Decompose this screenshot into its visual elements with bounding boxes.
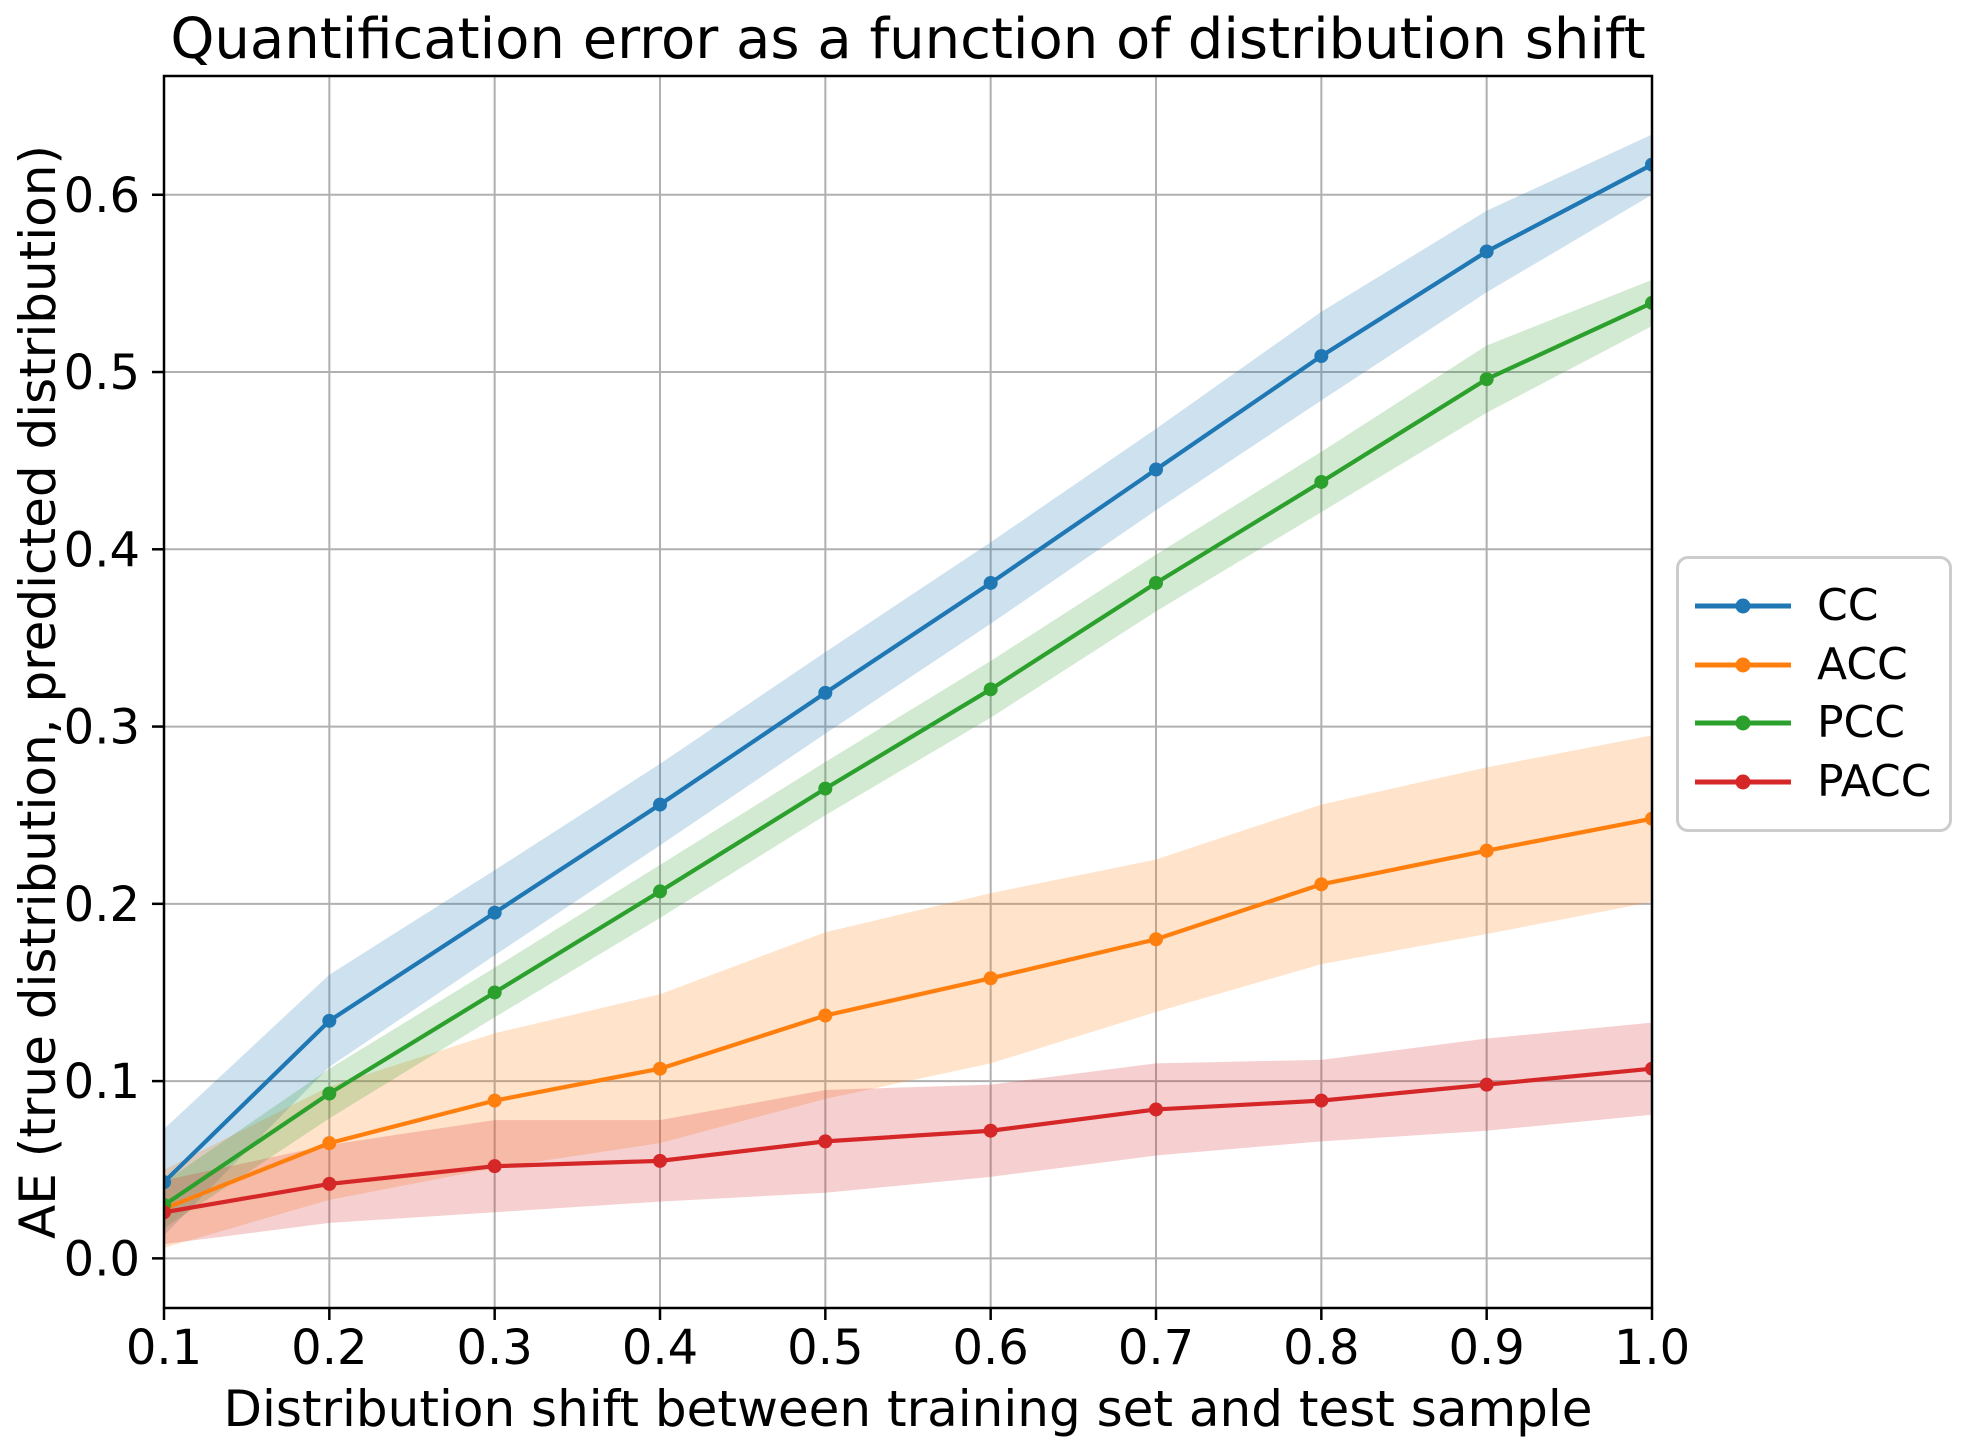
- y-tick-label-0.5: 0.5: [64, 345, 140, 401]
- line-ACC: [164, 816, 1652, 1211]
- marker-ACC-0.5: [818, 1008, 833, 1023]
- y-tick-label-0.6: 0.6: [64, 168, 140, 224]
- marker-PCC-0.8: [1314, 474, 1329, 489]
- marker-ACC-0.3: [487, 1093, 502, 1108]
- marker-PCC-0.7: [1149, 575, 1163, 590]
- y-tick-label-0.2: 0.2: [64, 877, 140, 933]
- marker-PACC-0.6: [983, 1123, 998, 1138]
- x-tick-label-0.3: 0.3: [456, 1320, 532, 1376]
- x-tick-label-0.7: 0.7: [1118, 1320, 1194, 1376]
- x-tick-label-0.6: 0.6: [952, 1320, 1028, 1376]
- marker-CC-0.9: [1479, 244, 1494, 259]
- marker-CC-0.8: [1314, 349, 1329, 364]
- legend-label-PACC: PACC: [1817, 756, 1932, 808]
- legend-line-sample-PACC: [1695, 774, 1791, 790]
- marker-PACC-1.0: [1645, 1061, 1652, 1076]
- legend-line-sample-CC: [1695, 598, 1791, 614]
- confidence-band-CC: [164, 134, 1652, 1236]
- marker-PACC-0.7: [1149, 1102, 1163, 1117]
- y-tick-label-0.0: 0.0: [64, 1231, 140, 1287]
- line-PACC: [164, 1066, 1652, 1215]
- marker-PCC-1.0: [1645, 295, 1652, 310]
- legend-line-sample-PCC: [1695, 715, 1791, 731]
- plot-border: [162, 74, 1654, 1310]
- marker-PCC-0.2: [322, 1086, 337, 1101]
- confidence-band-ACC: [164, 735, 1652, 1248]
- marker-PACC-0.4: [653, 1153, 667, 1168]
- x-axis-label: Distribution shift between training set …: [223, 1380, 1593, 1438]
- marker-CC-0.7: [1149, 462, 1163, 477]
- y-tick-label-0.3: 0.3: [64, 700, 140, 756]
- line-PCC: [164, 300, 1652, 1208]
- marker-CC-0.1: [164, 1175, 171, 1190]
- tick-labels: 0.1 0.2 0.3 0.4 0.5 0.6 0.7 0.8 0.9 1.0 0.0 0.1 0.2 0…: [64, 168, 1691, 1376]
- marker-PACC-0.1: [164, 1205, 171, 1220]
- confidence-band-PCC: [164, 279, 1652, 1229]
- line-CC: [164, 162, 1652, 1185]
- marker-CC-0.6: [983, 575, 998, 590]
- marker-CC-0.5: [818, 685, 833, 700]
- marker-PACC-0.9: [1479, 1077, 1494, 1092]
- marker-ACC-1.0: [1645, 811, 1652, 826]
- x-tick-label-0.9: 0.9: [1448, 1320, 1524, 1376]
- legend-marker-PACC: [1735, 774, 1751, 790]
- legend-marker-ACC: [1735, 657, 1751, 673]
- legend-row-PCC: PCC: [1693, 701, 1949, 745]
- marker-PCC-0.4: [653, 884, 667, 899]
- x-tick-label-0.4: 0.4: [622, 1320, 698, 1376]
- series-layer: [164, 134, 1652, 1248]
- legend-row-PACC: PACC: [1693, 760, 1949, 804]
- x-tick-label-0.1: 0.1: [126, 1320, 202, 1376]
- marker-PACC-0.5: [818, 1134, 833, 1149]
- chart-title: Quantification error as a function of di…: [170, 7, 1646, 72]
- marker-CC-1.0: [1645, 157, 1652, 172]
- marker-CC-0.4: [653, 797, 667, 812]
- marker-ACC-0.8: [1314, 877, 1329, 892]
- ticks: [152, 193, 1654, 1320]
- marker-PACC-0.2: [322, 1176, 337, 1191]
- marker-CC-0.2: [322, 1013, 337, 1028]
- marker-ACC-0.4: [653, 1061, 667, 1076]
- legend: CC ACC PCC PACC: [1676, 556, 1952, 832]
- marker-PCC-0.9: [1479, 372, 1494, 387]
- marker-ACC-0.9: [1479, 843, 1494, 858]
- legend-row-ACC: ACC: [1693, 638, 1949, 690]
- marker-PCC-0.6: [983, 682, 998, 697]
- confidence-band-PACC: [164, 1022, 1652, 1245]
- legend-label-CC: CC: [1817, 579, 1879, 631]
- y-tick-label-0.4: 0.4: [64, 522, 140, 578]
- marker-CC-0.3: [487, 905, 502, 920]
- marker-PCC-0.5: [818, 781, 833, 796]
- x-tick-label-0.5: 0.5: [787, 1320, 863, 1376]
- x-tick-label-0.2: 0.2: [291, 1320, 367, 1376]
- marker-ACC-0.7: [1149, 932, 1163, 947]
- y-tick-label-0.1: 0.1: [64, 1054, 140, 1110]
- marker-PACC-0.3: [487, 1159, 502, 1174]
- legend-marker-CC: [1735, 598, 1751, 614]
- x-tick-label-1.0: 1.0: [1614, 1320, 1690, 1376]
- marker-PACC-0.8: [1314, 1093, 1329, 1108]
- legend-row-CC: CC: [1693, 579, 1949, 631]
- marker-ACC-0.2: [322, 1136, 337, 1151]
- legend-line-sample-ACC: [1695, 657, 1791, 673]
- marker-ACC-0.6: [983, 971, 998, 986]
- legend-label-ACC: ACC: [1817, 638, 1908, 690]
- legend-marker-PCC: [1735, 715, 1751, 731]
- legend-label-PCC: PCC: [1817, 697, 1905, 749]
- marker-PCC-0.3: [487, 985, 502, 1000]
- y-axis-label: AE (true distribution, predicted distrib…: [9, 145, 67, 1239]
- x-tick-label-0.8: 0.8: [1283, 1320, 1359, 1376]
